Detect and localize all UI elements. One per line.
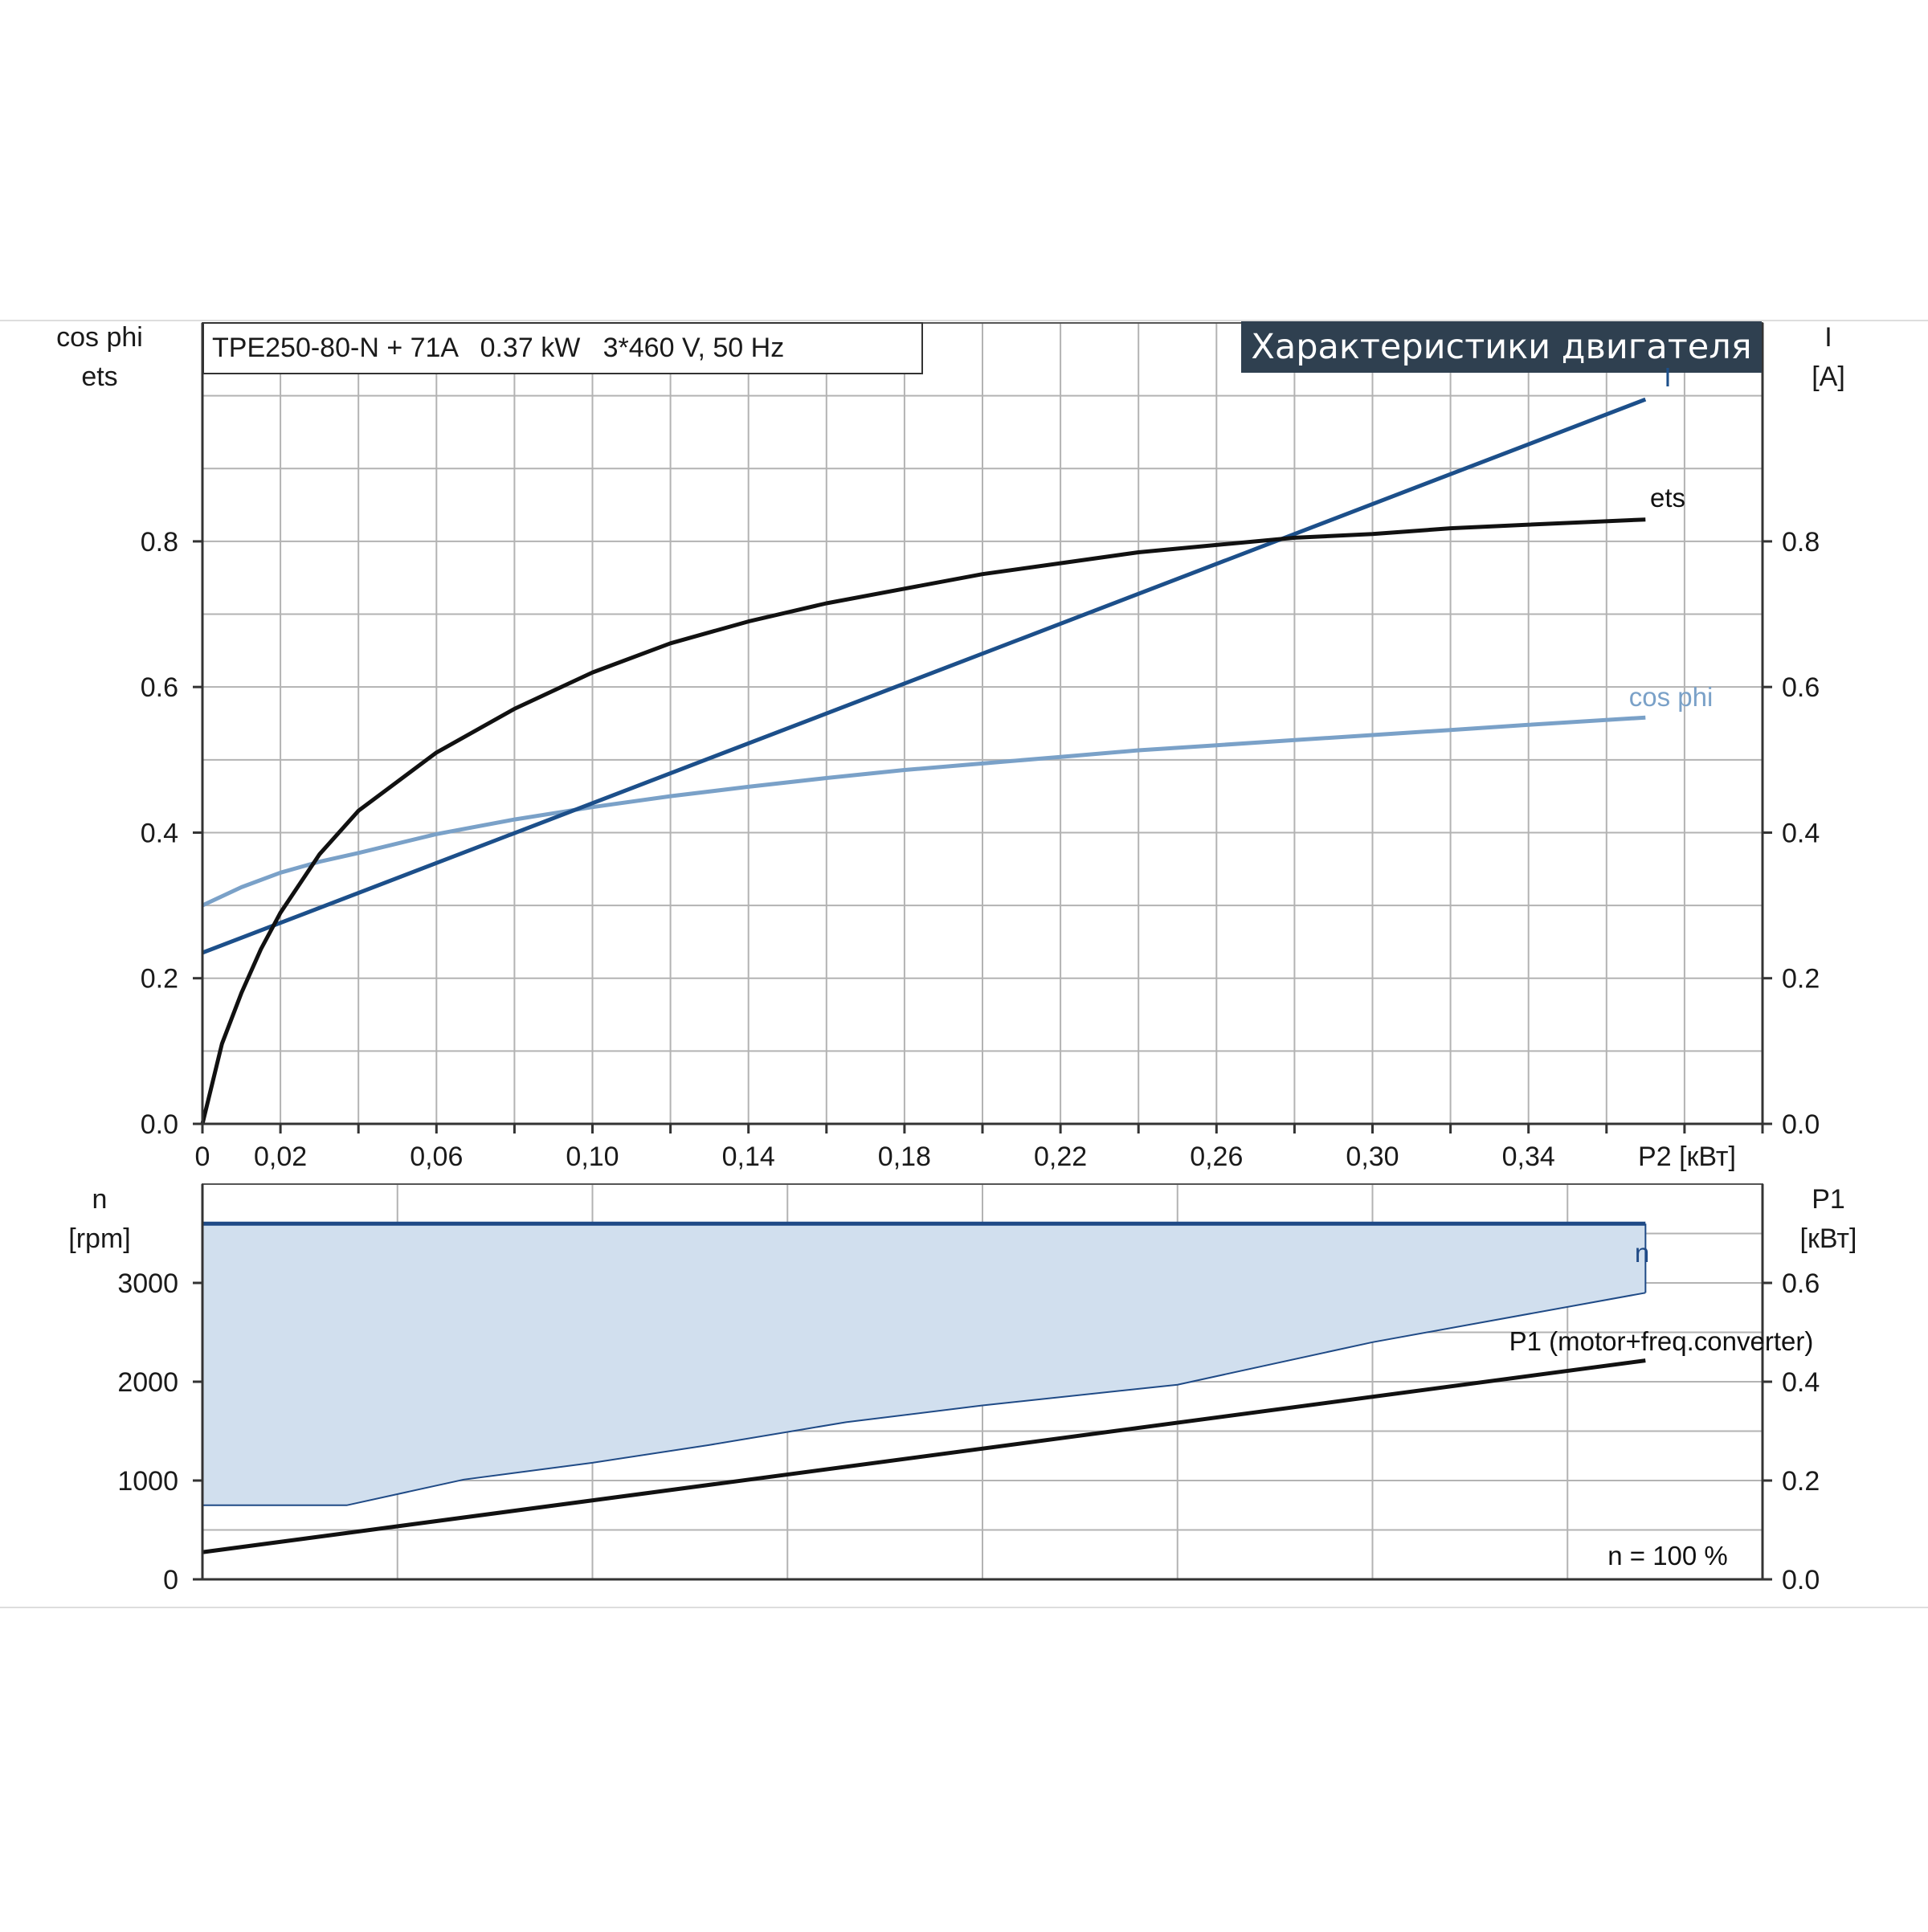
axis-ticks: 0 0,02 0,06 0,10 0,14 0,18 0,22 0,26 0,30 0,34 0.0… [117,527,1820,1595]
bottom-right-y-tick-label: 0.2 [1782,1466,1820,1497]
top-right-y-tick-label: 0.2 [1782,964,1820,995]
current-curve [202,397,1647,955]
top-right-y-tick-label: 0.8 [1782,527,1820,558]
bottom-left-y-tick-label: 1000 [117,1466,178,1497]
x-tick-label: 0,02 [254,1142,307,1172]
bottom-left-axis-title-n: n [92,1184,108,1215]
top-left-axis-title-ets: ets [81,361,117,392]
top-left-y-tick-label: 0.6 [141,672,178,703]
bottom-right-y-tick-label: 0.0 [1782,1565,1820,1595]
p1-curve [202,1358,1646,1554]
bottom-left-y-tick-label: 0 [163,1565,178,1595]
bottom-left-y-tick-label: 2000 [117,1367,178,1398]
bottom-left-y-tick-label: 3000 [117,1268,178,1299]
curve-label-cosphi: cos phi [1629,682,1714,712]
curve-label-p1: P1 (motor+freq.converter) [1509,1326,1814,1356]
x-tick-label: 0,10 [566,1142,619,1172]
curve-label-ets: ets [1650,483,1685,513]
top-left-y-tick-label: 0.8 [141,527,178,558]
banner-title: Характеристики двигателя [1251,327,1751,367]
x-tick-label: 0,30 [1346,1142,1399,1172]
curve-label-n: n [1635,1238,1649,1268]
top-left-y-tick-label: 0.4 [141,818,178,848]
top-right-axis-title-unit: [A] [1812,361,1845,392]
x-axis-title: P2 [кВт] [1638,1142,1736,1172]
x-tick-label: 0,22 [1034,1142,1087,1172]
bottom-right-axis-title-unit: [кВт] [1800,1223,1857,1254]
bottom-right-y-tick-label: 0.6 [1782,1268,1820,1299]
speed-range-lower-edge [202,1292,1646,1506]
x-tick-label: 0,14 [722,1142,775,1172]
x-tick-label: 0,18 [878,1142,931,1172]
top-series [200,397,1647,1125]
bottom-series [202,1221,1647,1554]
x-tick-label: 0 [195,1142,210,1172]
bottom-right-axis-title-p1: P1 [1812,1184,1845,1215]
model-info-text: TPE250-80-N + 71A 0.37 kW 3*460 V, 50 Hz [212,333,784,363]
top-left-axis-title-cosphi: cos phi [56,322,143,353]
x-tick-label: 0,06 [410,1142,463,1172]
cosphi-curve [201,715,1646,908]
top-right-y-tick-label: 0.0 [1782,1109,1820,1140]
banner-background [1241,321,1762,373]
top-left-y-tick-label: 0.0 [141,1109,178,1140]
speed-annotation: n = 100 % [1607,1541,1728,1571]
top-right-axis-title-i: I [1824,322,1832,353]
bottom-right-y-tick-label: 0.4 [1782,1367,1820,1398]
bottom-left-axis-title-unit: [rpm] [68,1223,130,1254]
x-tick-label: 0,26 [1190,1142,1243,1172]
curve-label-i: I [1664,362,1671,392]
top-right-y-tick-label: 0.4 [1782,818,1820,848]
plot-frames [0,320,1928,1608]
model-info-box [202,322,923,374]
speed-range-area [202,1223,1646,1505]
ets-curve [200,517,1646,1125]
x-tick-label: 0,34 [1502,1142,1555,1172]
top-right-y-tick-label: 0.6 [1782,672,1820,703]
top-left-y-tick-label: 0.2 [141,964,178,995]
